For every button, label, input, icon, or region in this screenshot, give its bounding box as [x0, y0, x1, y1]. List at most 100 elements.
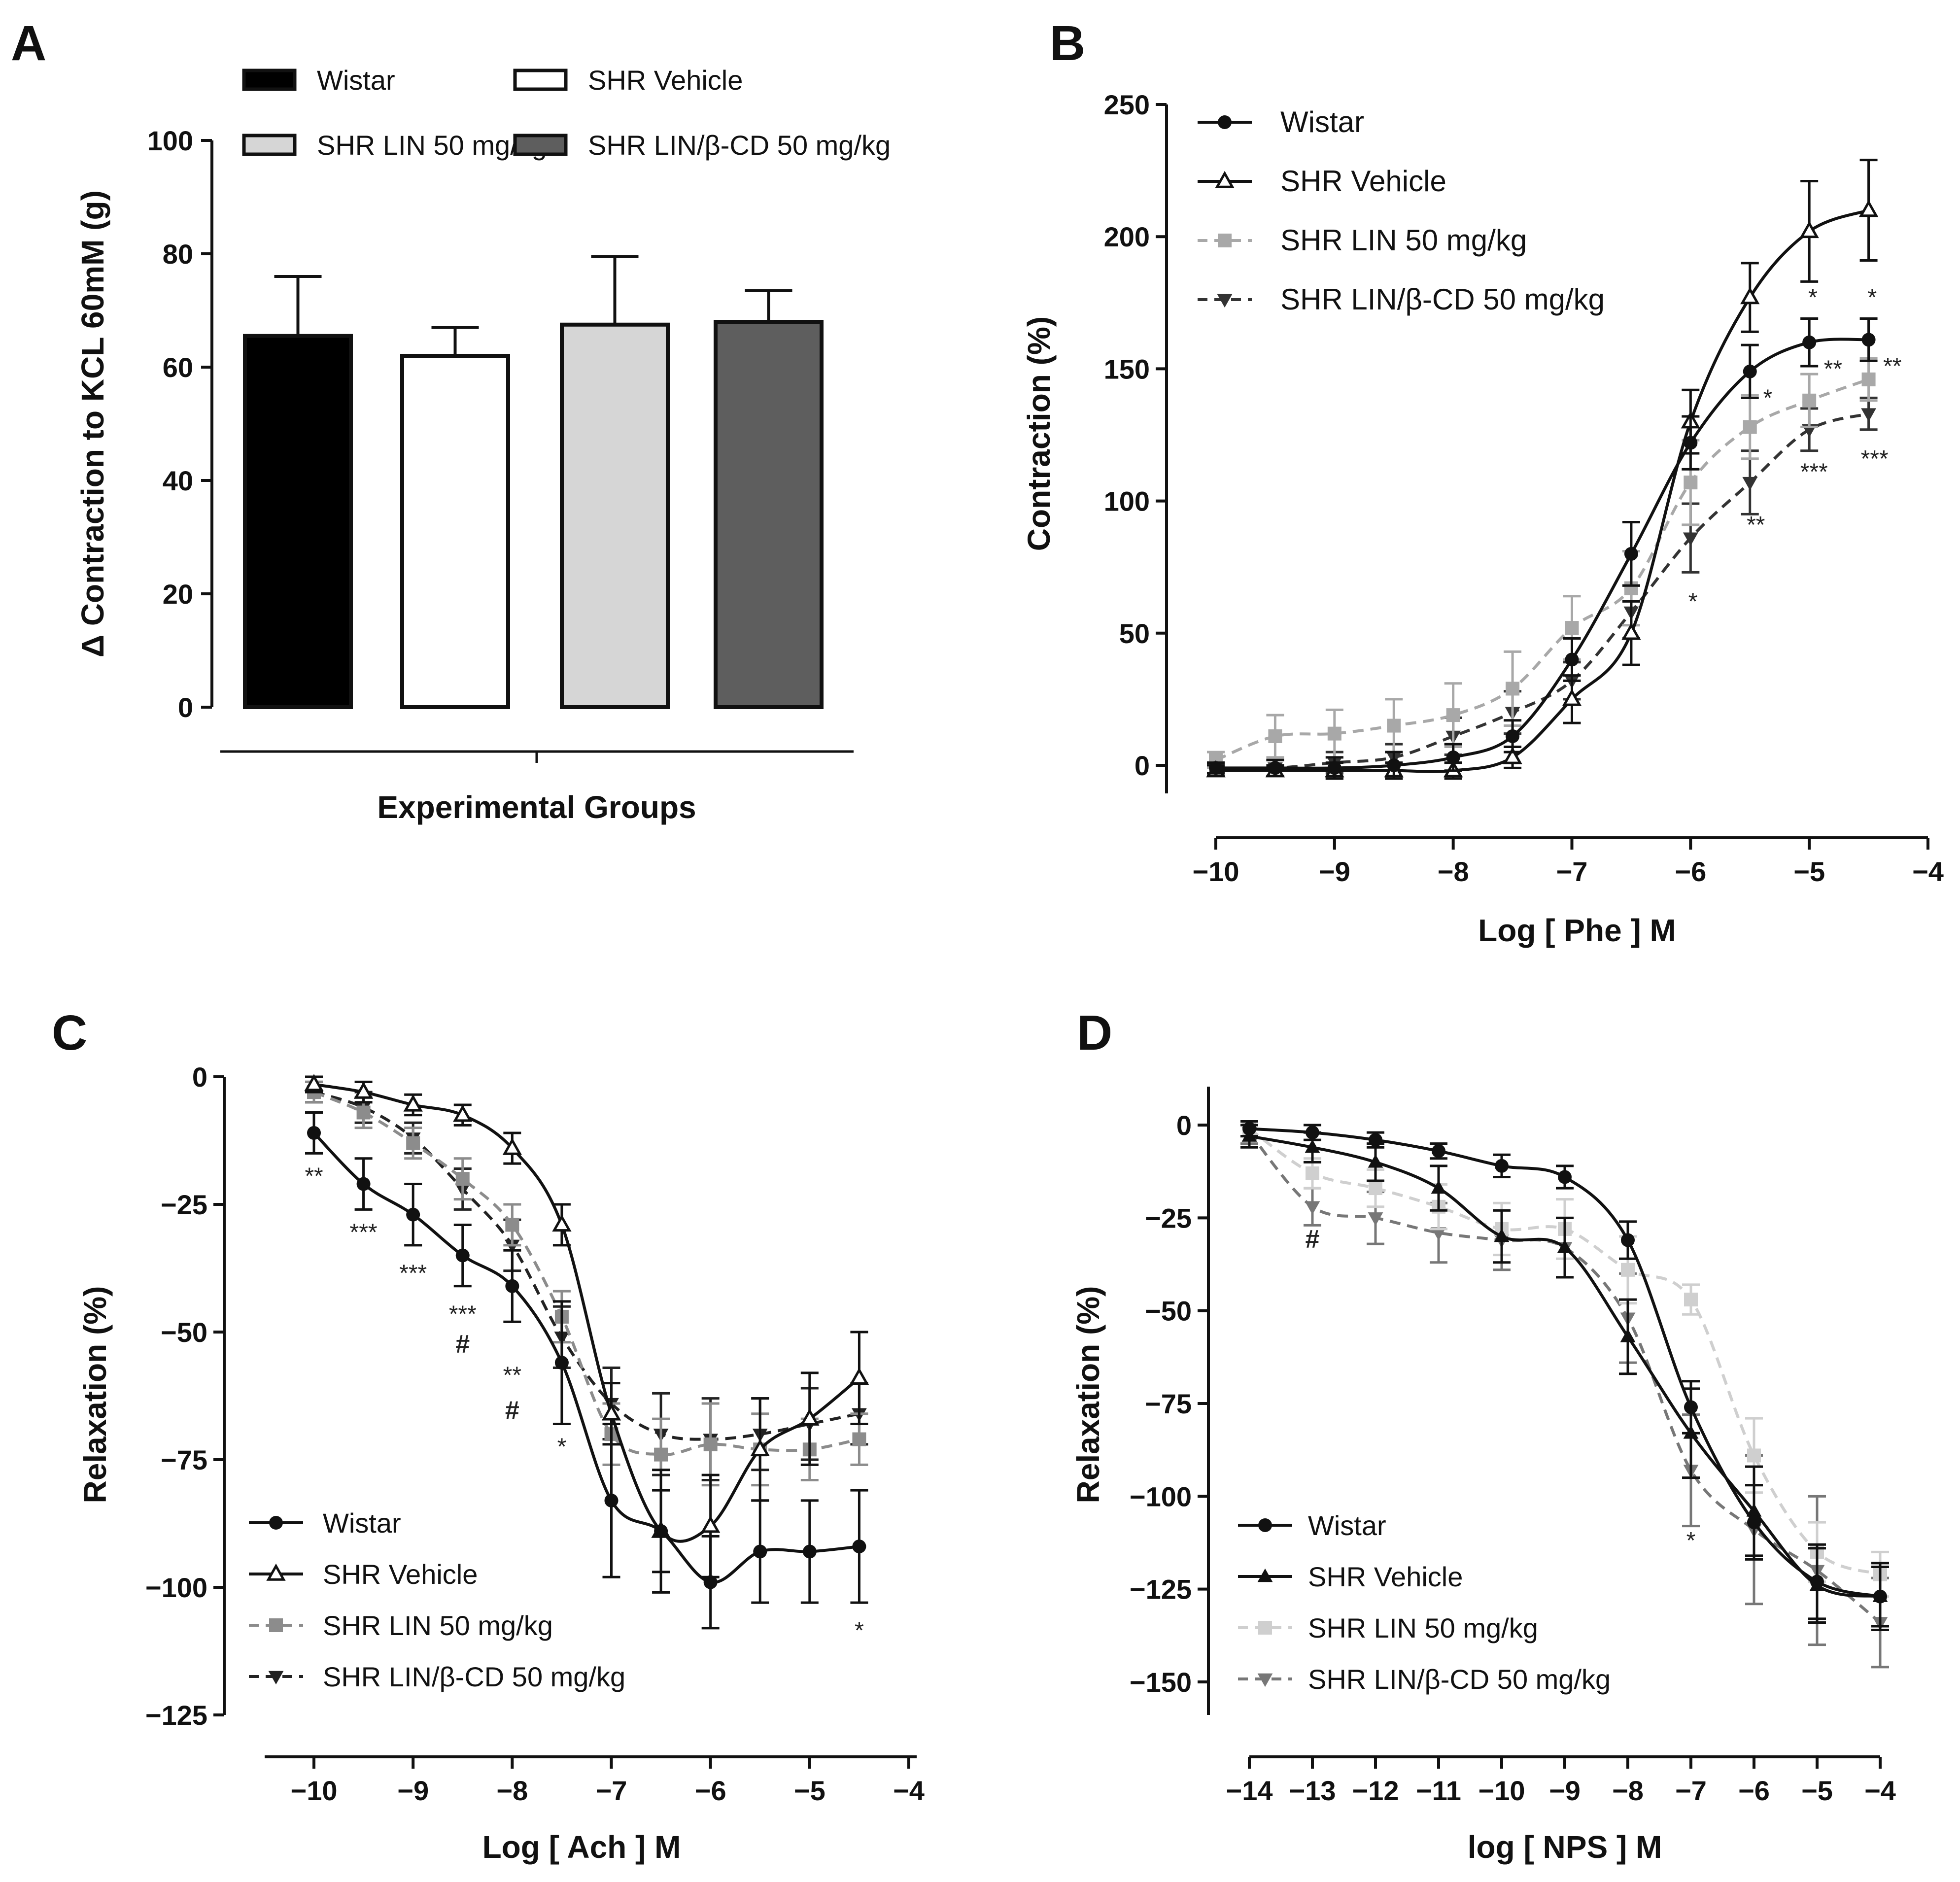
data-point — [802, 1544, 817, 1559]
y-tick-label: 0 — [1176, 1110, 1192, 1141]
y-tick-label: 200 — [1104, 221, 1150, 252]
significance-marker: ** — [305, 1163, 323, 1190]
y-tick-label: −50 — [161, 1317, 207, 1348]
data-point — [455, 1172, 470, 1186]
data-point — [1431, 1180, 1446, 1194]
data-point — [852, 1540, 866, 1554]
data-point — [1558, 1170, 1572, 1184]
data-point — [1802, 393, 1817, 408]
series-0 — [305, 1111, 868, 1630]
y-tick-label: −100 — [145, 1572, 207, 1603]
data-point — [1268, 729, 1282, 743]
legend-label: SHR LIN/β-CD 50 mg/kg — [1308, 1664, 1611, 1695]
data-point — [1743, 364, 1757, 378]
legend-label: SHR Vehicle — [588, 65, 743, 96]
series-3 — [1207, 396, 1878, 777]
legend-label: SHR LIN/β-CD 50 mg/kg — [588, 130, 891, 161]
data-point — [1506, 682, 1520, 696]
legend-marker — [1258, 1518, 1272, 1532]
x-tick-label: −6 — [1738, 1775, 1770, 1806]
y-tick-label: −100 — [1130, 1481, 1192, 1512]
data-point — [1873, 1589, 1887, 1604]
significance-marker: ** — [1747, 512, 1765, 538]
data-point — [1799, 221, 1819, 239]
x-tick-label: −11 — [1416, 1775, 1461, 1806]
y-tick-label: −125 — [145, 1700, 207, 1731]
data-point — [1242, 1122, 1256, 1136]
legend-marker — [1258, 1621, 1272, 1635]
y-tick-label: 0 — [1135, 750, 1150, 781]
legend-label: SHR LIN 50 mg/kg — [323, 1610, 553, 1641]
legend-swatch — [513, 68, 568, 91]
data-point — [604, 1493, 619, 1507]
x-tick-label: −6 — [695, 1775, 726, 1806]
y-axis-title: Relaxation (%) — [77, 1286, 113, 1504]
series-line — [1248, 1131, 1881, 1624]
series-line — [313, 1091, 860, 1441]
data-point — [1369, 1133, 1382, 1147]
data-point — [356, 1177, 371, 1191]
significance-marker: *** — [1861, 446, 1889, 472]
legend-marker — [1215, 171, 1235, 188]
y-tick-label: 40 — [163, 465, 193, 496]
data-point — [1621, 1233, 1635, 1247]
x-tick-label: −9 — [397, 1775, 429, 1806]
series-0 — [1207, 317, 1878, 780]
data-point — [1327, 726, 1341, 741]
legend-swatch — [513, 134, 568, 156]
data-point — [1624, 547, 1638, 561]
data-point — [1747, 1515, 1761, 1530]
x-tick-label: −12 — [1352, 1775, 1399, 1806]
x-tick-label: −13 — [1289, 1775, 1336, 1806]
y-axis-title: Contraction (%) — [1021, 316, 1057, 551]
data-point — [703, 1575, 718, 1589]
significance-marker: * — [557, 1434, 567, 1460]
x-tick-label: −6 — [1675, 856, 1706, 887]
series-line — [1215, 412, 1869, 770]
data-point — [1858, 200, 1879, 217]
data-point — [353, 1081, 374, 1099]
y-tick-label: −25 — [161, 1189, 207, 1220]
y-tick-label: 0 — [178, 692, 193, 723]
legend-label: Wistar — [1280, 105, 1364, 138]
data-point — [1861, 408, 1876, 422]
legend-label: Wistar — [317, 65, 395, 96]
y-tick-label: −75 — [1145, 1388, 1192, 1419]
significance-marker: # — [455, 1330, 470, 1358]
legend-label: SHR LIN/β-CD 50 mg/kg — [323, 1661, 625, 1692]
series-2 — [1207, 357, 1878, 769]
bar — [714, 320, 824, 709]
x-tick-label: −8 — [1438, 856, 1469, 887]
data-point — [554, 1356, 569, 1370]
legend-label: SHR Vehicle — [1308, 1561, 1463, 1592]
legend-swatch — [242, 68, 297, 91]
data-point — [455, 1248, 470, 1263]
x-tick-label: −4 — [1912, 856, 1944, 887]
data-point — [403, 1094, 423, 1112]
data-point — [307, 1126, 321, 1140]
significance-marker: * — [1808, 285, 1818, 311]
legend-marker — [1257, 1673, 1273, 1687]
data-point — [1810, 1574, 1824, 1589]
series-line — [313, 1083, 860, 1543]
significance-marker: # — [505, 1396, 519, 1425]
significance-marker: *** — [399, 1260, 427, 1286]
legend-marker — [1217, 294, 1233, 308]
data-point — [552, 1214, 572, 1232]
data-point — [1861, 372, 1876, 386]
data-point — [1305, 1139, 1320, 1153]
data-point — [1684, 436, 1698, 450]
legend-label: SHR LIN 50 mg/kg — [1308, 1612, 1538, 1643]
y-tick-label: 100 — [147, 125, 193, 156]
x-tick-label: −7 — [596, 1775, 627, 1806]
legend-marker — [268, 1671, 284, 1685]
x-tick-label: −5 — [1801, 1775, 1833, 1806]
data-point — [1306, 1166, 1319, 1180]
x-tick-label: −9 — [1549, 1775, 1581, 1806]
x-tick-label: −10 — [291, 1775, 338, 1806]
data-point — [1495, 1159, 1509, 1173]
data-point — [753, 1544, 767, 1559]
data-point — [1369, 1181, 1382, 1196]
data-point — [1684, 476, 1698, 490]
